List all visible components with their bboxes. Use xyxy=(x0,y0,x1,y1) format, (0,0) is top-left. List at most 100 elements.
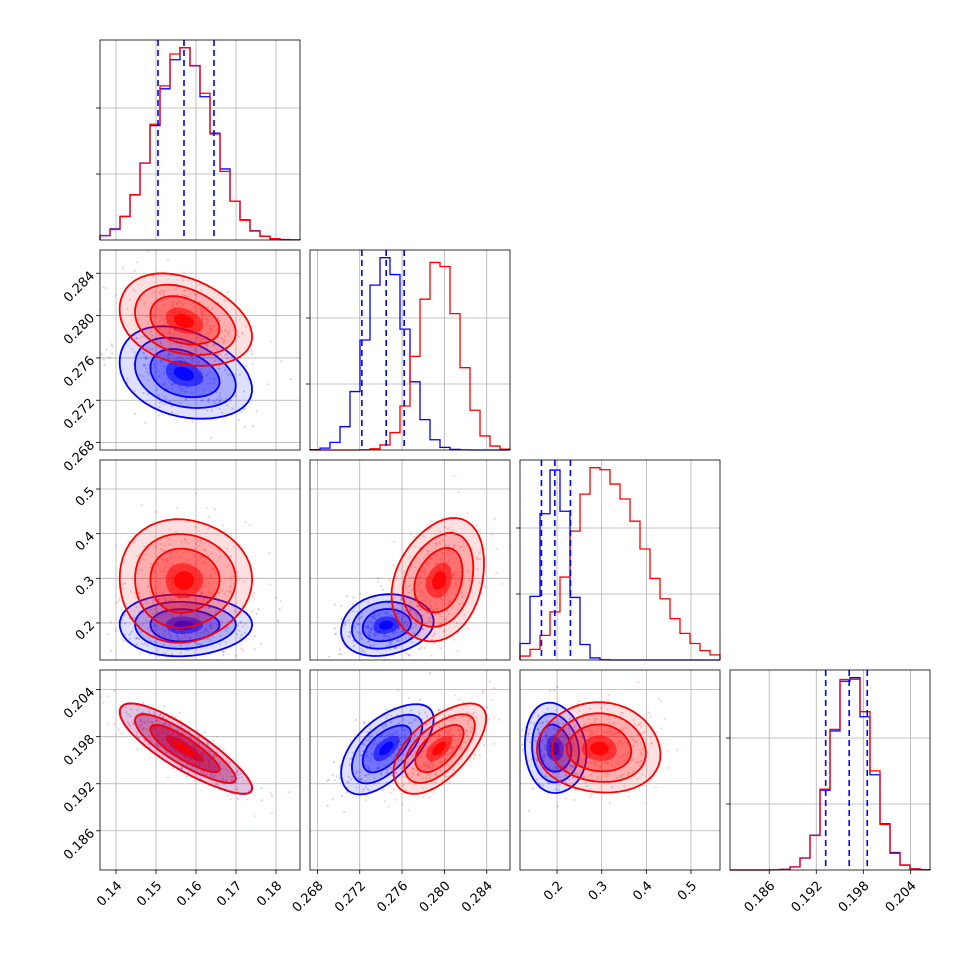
scatter-point xyxy=(458,698,461,701)
panel-2-2 xyxy=(516,459,721,661)
scatter-point xyxy=(377,615,380,618)
scatter-point xyxy=(128,722,131,726)
density-contour xyxy=(149,723,221,774)
scatter-point xyxy=(413,632,416,635)
scatter-point xyxy=(636,778,639,781)
scatter-point xyxy=(433,621,436,624)
scatter-point xyxy=(348,630,351,634)
scatter-point xyxy=(418,589,421,592)
panel-1-0 xyxy=(99,249,301,451)
scatter-point xyxy=(443,629,446,632)
scatter-point xyxy=(632,718,635,722)
scatter-point xyxy=(511,730,513,732)
scatter-point xyxy=(367,626,370,629)
scatter-point xyxy=(541,739,544,742)
scatter-point xyxy=(138,718,141,721)
scatter-point xyxy=(179,643,182,647)
scatter-point xyxy=(440,779,443,782)
scatter-point xyxy=(459,734,462,737)
scatter-point xyxy=(158,406,161,409)
scatter-point xyxy=(145,715,149,718)
scatter-point xyxy=(186,361,189,364)
scatter-point xyxy=(163,743,166,746)
scatter-point xyxy=(356,782,359,785)
scatter-point xyxy=(121,267,125,270)
scatter-point xyxy=(414,718,417,721)
scatter-point xyxy=(186,597,189,600)
scatter-point xyxy=(421,796,424,799)
scatter-point xyxy=(178,300,181,303)
scatter-point xyxy=(660,727,663,730)
scatter-point xyxy=(392,788,395,791)
scatter-point xyxy=(219,634,222,637)
scatter-point xyxy=(158,582,161,585)
scatter-point xyxy=(444,758,447,761)
scatter-point xyxy=(408,696,411,700)
scatter-point xyxy=(205,317,208,321)
scatter-point xyxy=(620,711,623,714)
scatter-point xyxy=(368,790,372,793)
scatter-point xyxy=(428,766,431,769)
scatter-point xyxy=(439,530,442,534)
scatter-point xyxy=(209,639,212,642)
scatter-point xyxy=(475,524,478,527)
scatter-point xyxy=(541,755,544,758)
scatter-point xyxy=(243,631,246,634)
scatter-point xyxy=(128,637,131,641)
scatter-point xyxy=(622,727,625,730)
scatter-point xyxy=(397,689,400,692)
scatter-point xyxy=(224,339,227,342)
scatter-point xyxy=(224,368,227,371)
scatter-point xyxy=(171,714,174,717)
scatter-point xyxy=(590,761,593,764)
scatter-point xyxy=(639,764,642,767)
scatter-point xyxy=(530,758,533,761)
scatter-point xyxy=(462,549,465,552)
scatter-point xyxy=(623,759,626,762)
scatter-point xyxy=(238,336,241,339)
scatter-point xyxy=(452,769,455,772)
scatter-point xyxy=(170,623,173,626)
scatter-point xyxy=(552,768,555,771)
panel-frame xyxy=(99,669,301,871)
scatter-point xyxy=(538,786,541,789)
scatter-point xyxy=(460,545,463,548)
scatter-point xyxy=(156,562,159,565)
scatter-point xyxy=(222,768,225,771)
scatter-point xyxy=(434,532,437,535)
scatter-point xyxy=(216,353,219,356)
scatter-point xyxy=(195,629,198,632)
scatter-point xyxy=(142,711,145,714)
scatter-point xyxy=(202,310,205,313)
panel-2-0 xyxy=(99,459,301,664)
scatter-point xyxy=(357,618,360,621)
scatter-point xyxy=(121,618,124,621)
scatter-point xyxy=(448,559,451,562)
scatter-point xyxy=(589,795,592,799)
scatter-point xyxy=(202,752,206,755)
scatter-point xyxy=(153,571,156,574)
scatter-point xyxy=(641,748,644,751)
scatter-point xyxy=(666,749,669,752)
scatter-point xyxy=(367,624,370,627)
scatter-point xyxy=(171,353,174,356)
scatter-point xyxy=(225,629,228,632)
scatter-point xyxy=(472,711,475,715)
scatter-point xyxy=(492,742,495,746)
scatter-point xyxy=(340,604,343,607)
panel-frame xyxy=(519,669,721,871)
scatter-point xyxy=(451,574,454,577)
scatter-point xyxy=(171,733,174,737)
scatter-point xyxy=(196,662,198,664)
scatter-point xyxy=(142,612,145,615)
scatter-point xyxy=(360,647,363,650)
panel-background xyxy=(310,670,510,870)
scatter-point xyxy=(212,379,215,382)
scatter-point xyxy=(401,750,405,753)
density-contour xyxy=(134,713,237,784)
scatter-point xyxy=(237,773,240,776)
scatter-point xyxy=(251,363,254,366)
scatter-point xyxy=(169,725,172,728)
scatter-point xyxy=(448,729,451,732)
scatter-point xyxy=(481,691,484,695)
